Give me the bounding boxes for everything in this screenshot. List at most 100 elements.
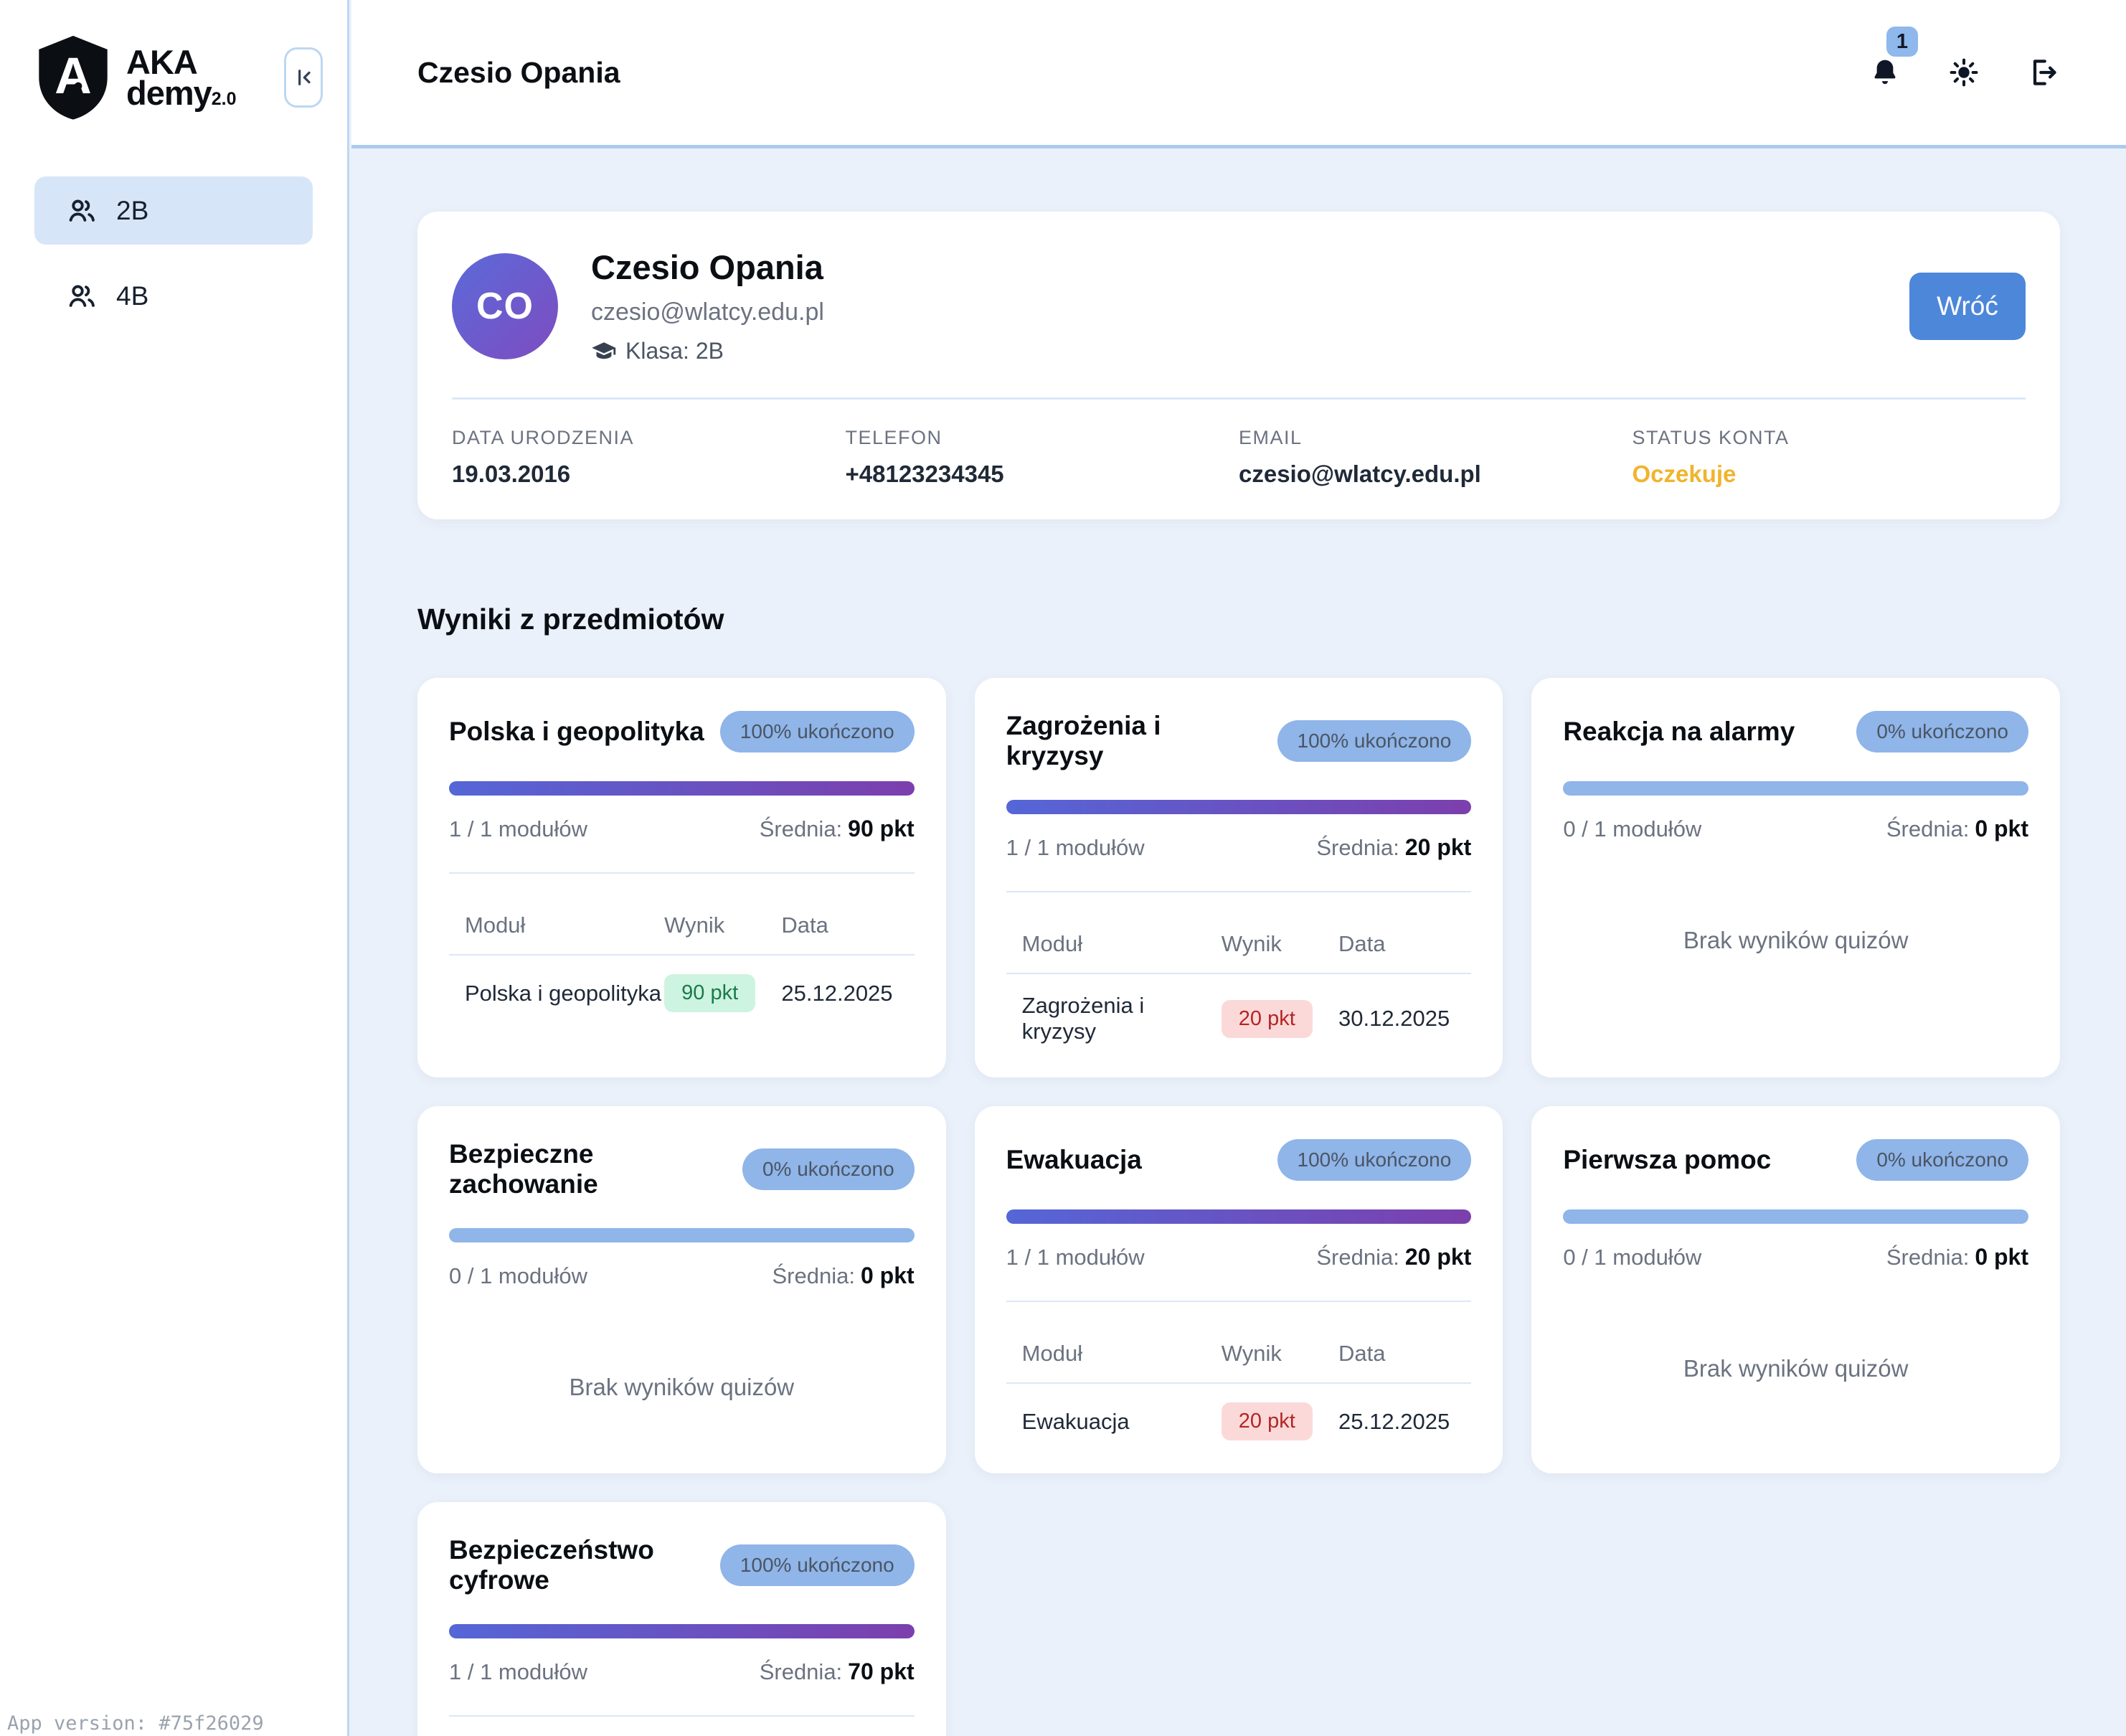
subject-title: Ewakuacja bbox=[1006, 1145, 1142, 1175]
subject-card-pierwsza-pomoc: Pierwsza pomoc 0% ukończono 0 / 1 modułó… bbox=[1531, 1106, 2060, 1473]
progress-bar bbox=[1006, 1209, 1472, 1224]
completion-badge: 0% ukończono bbox=[1856, 711, 2028, 753]
sun-icon bbox=[1948, 57, 1980, 88]
notifications-count-badge: 1 bbox=[1886, 27, 1918, 57]
progress-fill bbox=[1006, 800, 1472, 814]
subject-title: Pierwsza pomoc bbox=[1563, 1145, 1771, 1175]
bell-icon bbox=[1869, 57, 1901, 88]
topbar-actions: 1 bbox=[1868, 55, 2060, 90]
logout-button[interactable] bbox=[2026, 55, 2060, 90]
field-phone: TELEFON +48123234345 bbox=[846, 427, 1239, 488]
modules-count: 0 / 1 modułów bbox=[449, 1263, 587, 1289]
average-value: 20 pkt bbox=[1405, 834, 1471, 860]
modules-count: 1 / 1 modułów bbox=[449, 1659, 587, 1685]
subject-title: Bezpieczne zachowanie bbox=[449, 1139, 728, 1199]
divider bbox=[1006, 1301, 1472, 1302]
student-name: Czesio Opania bbox=[591, 247, 824, 287]
subject-card-ewakuacja: Ewakuacja 100% ukończono 1 / 1 modułów Ś… bbox=[975, 1106, 1503, 1473]
completion-badge: 100% ukończono bbox=[1277, 1139, 1472, 1181]
subject-card-bezpieczne-zachowanie: Bezpieczne zachowanie 0% ukończono 0 / 1… bbox=[417, 1106, 946, 1473]
status-badge: Oczekuje bbox=[1633, 461, 2026, 488]
content: CO Czesio Opania czesio@wlatcy.edu.pl Kl… bbox=[351, 148, 2126, 1736]
users-icon bbox=[66, 280, 98, 312]
student-class-label: Klasa: 2B bbox=[625, 338, 724, 364]
column-header-module: Moduł bbox=[1022, 1341, 1222, 1367]
sidebar-collapse-button[interactable] bbox=[284, 47, 323, 108]
average-label: Średnia: bbox=[1886, 1245, 1969, 1270]
module-name: Zagrożenia i kryzysy bbox=[1022, 993, 1222, 1044]
sidebar-nav: 2B 4B bbox=[0, 151, 347, 330]
modules-count: 1 / 1 modułów bbox=[449, 816, 587, 842]
progress-bar bbox=[449, 1624, 915, 1638]
results-table: Moduł Wynik Data Ewakuacja 20 pkt 25.12.… bbox=[1006, 1331, 1472, 1440]
field-label: TELEFON bbox=[846, 427, 1239, 449]
student-email: czesio@wlatcy.edu.pl bbox=[591, 298, 824, 326]
column-header-module: Moduł bbox=[1022, 931, 1222, 957]
collapse-left-icon bbox=[292, 66, 315, 89]
average-value: 70 pkt bbox=[848, 1659, 914, 1684]
subject-title: Reakcja na alarmy bbox=[1563, 717, 1795, 747]
progress-fill bbox=[449, 781, 915, 796]
divider bbox=[449, 1715, 915, 1717]
average-value: 0 pkt bbox=[1975, 816, 2028, 841]
completion-badge: 100% ukończono bbox=[720, 1544, 915, 1586]
average-value: 0 pkt bbox=[861, 1263, 915, 1288]
divider bbox=[449, 872, 915, 874]
average-value: 20 pkt bbox=[1405, 1244, 1471, 1270]
field-value: 19.03.2016 bbox=[452, 461, 846, 488]
field-label: STATUS KONTA bbox=[1633, 427, 2026, 449]
main-area: Czesio Opania 1 bbox=[351, 0, 2126, 1736]
notifications-button[interactable]: 1 bbox=[1868, 55, 1902, 90]
field-account-status: STATUS KONTA Oczekuje bbox=[1633, 427, 2026, 488]
divider bbox=[452, 397, 2026, 400]
result-date: 30.12.2025 bbox=[1338, 1006, 1455, 1032]
users-icon bbox=[66, 195, 98, 227]
field-label: DATA URODZENIA bbox=[452, 427, 846, 449]
average-label: Średnia: bbox=[1316, 835, 1399, 860]
graduation-cap-icon bbox=[591, 339, 617, 364]
sidebar-item-class-2b[interactable]: 2B bbox=[34, 176, 313, 245]
column-header-date: Data bbox=[1338, 931, 1455, 957]
profile-fields: DATA URODZENIA 19.03.2016 TELEFON +48123… bbox=[452, 427, 2026, 488]
completion-badge: 0% ukończono bbox=[742, 1148, 915, 1190]
module-name: Polska i geopolityka bbox=[465, 981, 664, 1006]
subject-card-zagrozenia-i-kryzysy: Zagrożenia i kryzysy 100% ukończono 1 / … bbox=[975, 678, 1503, 1077]
average-label: Średnia: bbox=[760, 1659, 842, 1684]
brand: A AKA demy2.0 bbox=[0, 0, 347, 151]
score-pill: 20 pkt bbox=[1222, 1402, 1313, 1440]
sidebar-item-label: 2B bbox=[116, 196, 148, 226]
field-birthdate: DATA URODZENIA 19.03.2016 bbox=[452, 427, 846, 488]
progress-bar bbox=[449, 781, 915, 796]
subject-title: Zagrożenia i kryzysy bbox=[1006, 711, 1263, 771]
table-row: Zagrożenia i kryzysy 20 pkt 30.12.2025 bbox=[1006, 974, 1472, 1044]
completion-badge: 100% ukończono bbox=[1277, 720, 1472, 762]
progress-bar bbox=[1006, 800, 1472, 814]
column-header-score: Wynik bbox=[1222, 1341, 1338, 1367]
avatar: CO bbox=[452, 253, 558, 359]
results-section-title: Wyniki z przedmiotów bbox=[417, 603, 2060, 636]
empty-results-text: Brak wyników quizów bbox=[1563, 927, 2028, 954]
sidebar: A AKA demy2.0 2B 4B bbox=[0, 0, 349, 1736]
back-button[interactable]: Wróć bbox=[1909, 273, 2026, 340]
modules-count: 0 / 1 modułów bbox=[1563, 816, 1701, 842]
logout-icon bbox=[2027, 57, 2059, 88]
average-value: 0 pkt bbox=[1975, 1244, 2028, 1270]
progress-bar bbox=[1563, 1209, 2028, 1224]
theme-toggle-button[interactable] bbox=[1947, 55, 1981, 90]
modules-count: 1 / 1 modułów bbox=[1006, 835, 1145, 861]
table-row: Polska i geopolityka 90 pkt 25.12.2025 bbox=[449, 956, 915, 1012]
average-label: Średnia: bbox=[760, 816, 842, 841]
student-profile-card: CO Czesio Opania czesio@wlatcy.edu.pl Kl… bbox=[417, 212, 2060, 519]
brand-title: AKA demy2.0 bbox=[126, 47, 237, 108]
subjects-grid: Polska i geopolityka 100% ukończono 1 / … bbox=[417, 678, 2060, 1736]
result-date: 25.12.2025 bbox=[781, 981, 898, 1006]
results-table: Moduł Wynik Data Zagrożenia i kryzysy 20… bbox=[1006, 921, 1472, 1044]
sidebar-item-class-4b[interactable]: 4B bbox=[34, 262, 313, 330]
modules-count: 1 / 1 modułów bbox=[1006, 1245, 1145, 1270]
shield-a-logo-icon: A bbox=[32, 33, 115, 122]
sidebar-item-label: 4B bbox=[116, 281, 148, 311]
progress-bar bbox=[1563, 781, 2028, 796]
subject-title: Polska i geopolityka bbox=[449, 717, 704, 747]
subject-title: Bezpieczeństwo cyfrowe bbox=[449, 1535, 706, 1595]
column-header-score: Wynik bbox=[664, 912, 781, 938]
